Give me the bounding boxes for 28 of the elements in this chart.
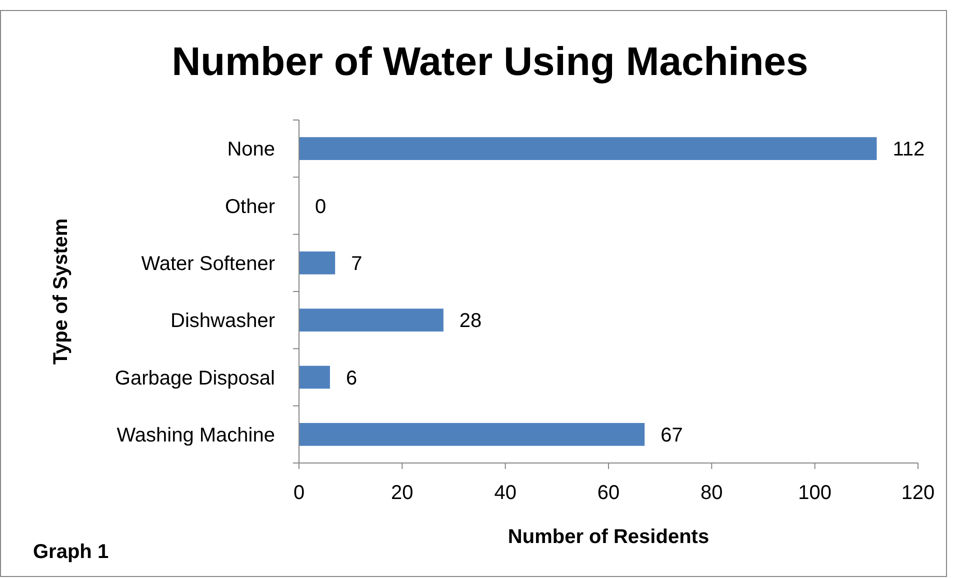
y-tick-label: Dishwasher: [170, 310, 276, 332]
x-tick-label: 40: [494, 482, 516, 504]
x-tick-label: 100: [798, 482, 832, 504]
x-tick-label: 20: [391, 482, 414, 504]
data-label: 6: [346, 367, 358, 390]
y-tick-label: None: [227, 138, 275, 161]
caption: Graph 1: [33, 541, 109, 563]
bar: [299, 308, 444, 332]
chart-title: Number of Water Using Machines: [172, 40, 808, 84]
x-axis-title: Number of Residents: [508, 526, 710, 548]
bar: [299, 251, 336, 274]
data-label: 7: [351, 252, 362, 275]
y-tick-label: Washing Machine: [116, 424, 275, 446]
y-tick-label: Garbage Disposal: [114, 367, 275, 390]
data-label: 67: [660, 424, 683, 446]
data-label: 0: [315, 196, 326, 218]
y-axis-title: Type of System: [50, 218, 72, 365]
x-tick-label: 120: [901, 482, 935, 504]
data-label: 112: [892, 138, 925, 161]
x-tick-label: 60: [597, 482, 620, 504]
y-tick-label: Water Softener: [141, 252, 276, 275]
y-tick-label: Other: [224, 196, 276, 218]
bar: [299, 366, 330, 389]
x-tick-label: 80: [700, 482, 723, 504]
data-label: 28: [459, 310, 482, 332]
bar: [299, 137, 877, 160]
x-tick-label: 0: [293, 482, 305, 504]
bar: [299, 422, 645, 446]
